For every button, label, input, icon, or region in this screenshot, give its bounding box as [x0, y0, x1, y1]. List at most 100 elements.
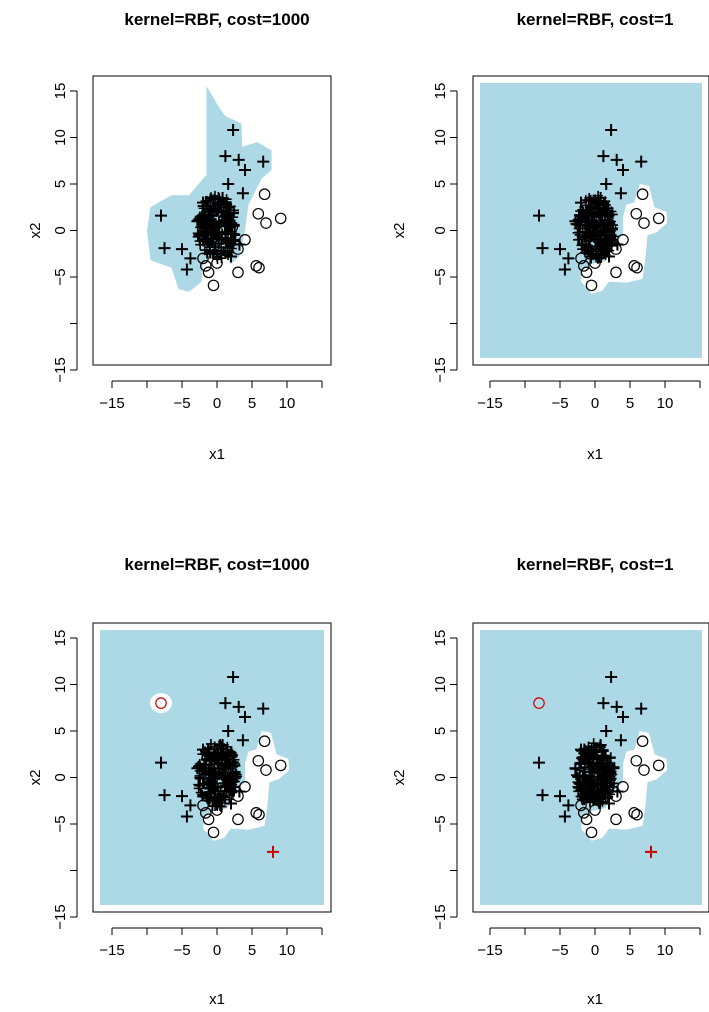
plus-point: [575, 196, 587, 209]
y-tick-label: 10: [52, 129, 69, 146]
dense-cluster: [193, 738, 243, 812]
plus-point: [597, 796, 608, 807]
circle-point: [610, 790, 622, 802]
x-tick-label: 5: [626, 942, 634, 959]
plus-point: [239, 711, 251, 724]
circle-point: [200, 260, 212, 272]
plus-point: [217, 754, 228, 765]
circle-point: [617, 234, 629, 246]
plus-point: [582, 245, 593, 256]
plus-point: [212, 232, 223, 243]
plus-point: [606, 234, 617, 245]
circle-point: [575, 799, 587, 812]
circle-point: [610, 243, 622, 255]
series-plus: [155, 124, 270, 276]
circle-point: [258, 188, 271, 201]
circle-point: [636, 735, 649, 748]
y-tick-label: 10: [432, 676, 449, 693]
plus-point: [214, 763, 225, 774]
series-plus: [267, 845, 279, 858]
plus-point: [610, 153, 623, 166]
plus-point: [219, 697, 232, 710]
series-circle: [533, 697, 545, 709]
plus-point: [195, 787, 206, 798]
plus-point: [592, 225, 603, 236]
plus-point: [595, 789, 606, 800]
plus-point: [232, 700, 245, 713]
plus-point: [558, 263, 571, 276]
plus-point: [597, 697, 610, 710]
circle-point: [250, 807, 263, 819]
plus-point: [583, 741, 594, 752]
plus-point: [593, 240, 604, 251]
y-axis-label: x2: [27, 770, 44, 786]
circle-point: [577, 807, 590, 819]
circle-point: [200, 807, 212, 819]
plus-point: [605, 671, 618, 684]
plus-point: [598, 788, 609, 799]
y-tick-label: 0: [52, 773, 69, 781]
plus-point: [267, 845, 279, 858]
x-tick-label: −15: [477, 395, 502, 412]
plus-point: [209, 747, 220, 758]
y-tick-label: 15: [432, 630, 449, 647]
plus-point: [210, 769, 221, 780]
series-plus: [645, 845, 657, 858]
plus-point: [594, 191, 607, 204]
plus-point: [225, 797, 237, 810]
series-plus: [533, 671, 648, 823]
plus-point: [216, 738, 229, 751]
plus-point: [614, 187, 627, 200]
circle-point: [638, 217, 650, 229]
plus-point: [558, 810, 571, 823]
plot-frame: [92, 622, 332, 913]
circle-point: [580, 813, 593, 826]
plus-point: [227, 671, 240, 684]
y-tick-label: 0: [432, 226, 449, 234]
plus-point: [197, 743, 209, 756]
plus-point: [588, 211, 599, 222]
circle-point: [652, 759, 665, 772]
plus-point: [594, 738, 607, 751]
circle-point: [652, 212, 665, 225]
circle-point: [253, 261, 265, 274]
y-axis-label: x2: [27, 223, 44, 239]
circle-point: [239, 234, 251, 246]
circle-point: [250, 260, 263, 272]
circle-class-region: [581, 184, 668, 294]
x-axis-label: x1: [587, 991, 603, 1008]
plus-point: [599, 750, 610, 761]
panel-3: kernel=RBF, cost=1000 −15 −5 0 5 10 x1 −15 −5 0 5 1…: [27, 555, 332, 1008]
plus-point: [554, 790, 566, 803]
plus-point: [203, 212, 214, 223]
circle-point: [207, 826, 220, 839]
plus-point: [184, 252, 197, 265]
plus-point: [204, 752, 216, 765]
series-circle: [155, 697, 167, 709]
y-tick-label: 15: [52, 630, 69, 647]
plus-point: [196, 210, 207, 221]
x-tick-label: 10: [657, 395, 674, 412]
plus-point: [229, 228, 240, 239]
x-axis-label: x1: [209, 446, 225, 463]
y-axis-label: x2: [391, 223, 408, 239]
circle-point: [610, 266, 622, 279]
plus-point: [204, 247, 215, 258]
circle-point: [274, 759, 287, 772]
plus-point: [220, 238, 231, 249]
series-circle: [575, 735, 665, 839]
plus-point: [582, 205, 594, 218]
plus-point: [236, 187, 249, 200]
circle-class-region: [581, 731, 668, 841]
series-circle: [575, 188, 665, 292]
plus-point: [590, 790, 601, 801]
plus-point: [581, 787, 592, 798]
plus-point: [223, 777, 234, 788]
plus-point: [227, 124, 240, 137]
plus-point: [158, 789, 171, 802]
plus-point: [236, 734, 249, 747]
x-tick-label: 5: [248, 395, 256, 412]
plus-point: [219, 150, 232, 163]
x-tick-label: −5: [551, 395, 568, 412]
circle-point: [260, 764, 272, 776]
